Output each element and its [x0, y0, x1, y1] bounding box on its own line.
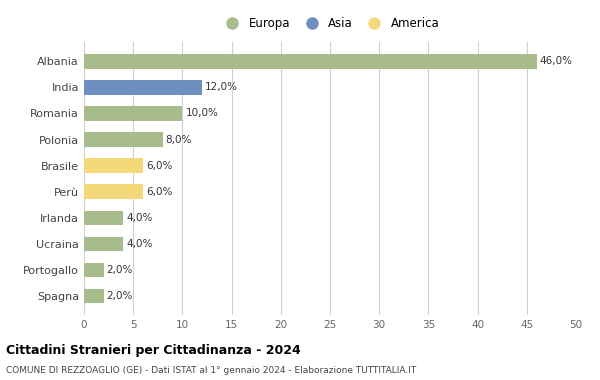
Bar	[84, 132, 163, 147]
Text: 10,0%: 10,0%	[185, 108, 218, 119]
Bar	[84, 54, 536, 68]
Bar	[84, 289, 104, 303]
Bar	[84, 184, 143, 199]
Legend: Europa, Asia, America: Europa, Asia, America	[218, 15, 442, 33]
Text: 2,0%: 2,0%	[107, 265, 133, 275]
Bar	[84, 211, 124, 225]
Bar	[84, 80, 202, 95]
Text: 12,0%: 12,0%	[205, 82, 238, 92]
Text: COMUNE DI REZZOAGLIO (GE) - Dati ISTAT al 1° gennaio 2024 - Elaborazione TUTTITA: COMUNE DI REZZOAGLIO (GE) - Dati ISTAT a…	[6, 366, 416, 375]
Bar	[84, 263, 104, 277]
Bar	[84, 236, 124, 251]
Text: Cittadini Stranieri per Cittadinanza - 2024: Cittadini Stranieri per Cittadinanza - 2…	[6, 344, 301, 357]
Text: 6,0%: 6,0%	[146, 187, 172, 196]
Bar	[84, 158, 143, 173]
Text: 8,0%: 8,0%	[166, 135, 192, 144]
Text: 6,0%: 6,0%	[146, 161, 172, 171]
Bar	[84, 106, 182, 121]
Text: 2,0%: 2,0%	[107, 291, 133, 301]
Text: 46,0%: 46,0%	[539, 56, 572, 66]
Text: 4,0%: 4,0%	[127, 213, 152, 223]
Text: 4,0%: 4,0%	[127, 239, 152, 249]
